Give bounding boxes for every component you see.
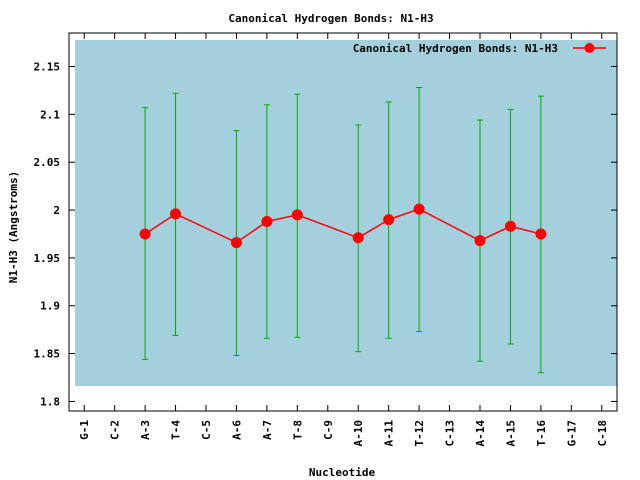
x-tick-label: A-7 <box>261 420 274 440</box>
data-point <box>535 228 547 240</box>
data-point <box>352 232 364 244</box>
data-point <box>474 235 486 247</box>
x-tick-label: A-3 <box>139 420 152 440</box>
y-tick-label: 1.9 <box>40 300 60 313</box>
x-tick-label: C-13 <box>444 420 457 447</box>
x-tick-label: T-16 <box>535 420 548 447</box>
x-tick-label: T-8 <box>291 420 304 440</box>
x-tick-label: G-1 <box>78 420 91 440</box>
y-tick-label: 1.8 <box>40 395 60 408</box>
x-tick-label: A-15 <box>504 420 517 447</box>
data-point <box>413 203 425 215</box>
legend-label: Canonical Hydrogen Bonds: N1-H3 <box>353 42 558 55</box>
plot-area <box>75 40 617 386</box>
y-tick-label: 2.05 <box>34 156 61 169</box>
data-point <box>291 209 303 221</box>
x-tick-label: A-11 <box>383 420 396 447</box>
x-tick-label: C-5 <box>200 420 213 440</box>
y-tick-label: 1.85 <box>34 348 61 361</box>
data-point <box>261 216 273 228</box>
y-tick-label: 2.1 <box>40 108 60 121</box>
chart-title: Canonical Hydrogen Bonds: N1-H3 <box>228 12 433 25</box>
y-tick-label: 2.15 <box>34 60 61 73</box>
legend: Canonical Hydrogen Bonds: N1-H3 <box>353 42 606 55</box>
x-tick-label: A-14 <box>474 420 487 447</box>
y-tick-label: 2 <box>53 204 60 217</box>
data-point <box>383 214 395 226</box>
data-point <box>230 237 242 249</box>
x-tick-label: T-12 <box>413 420 426 447</box>
data-point <box>170 208 182 220</box>
series-layer <box>139 203 547 249</box>
x-tick-label: G-17 <box>565 420 578 447</box>
data-point <box>504 220 516 232</box>
data-point <box>139 228 151 240</box>
x-tick-label: C-18 <box>596 420 609 447</box>
plot-background <box>75 40 617 386</box>
x-tick-label: T-4 <box>170 420 183 440</box>
x-axis-label: Nucleotide <box>309 466 376 479</box>
legend-marker-swatch <box>584 43 595 53</box>
y-tick-label: 1.95 <box>34 252 61 265</box>
x-tick-label: C-2 <box>109 420 122 440</box>
x-tick-label: A-6 <box>230 420 243 440</box>
plot-frame <box>68 32 618 412</box>
x-tick-label: C-9 <box>322 420 335 440</box>
axes: 1.8 1.85 1.9 1.95 2 2.05 2.1 2.15 G-1 C-2 A-3 T-4 C-… <box>34 32 618 447</box>
x-tick-label: A-10 <box>352 420 365 447</box>
y-axis-label: N1-H3 (Angstroms) <box>7 171 20 284</box>
